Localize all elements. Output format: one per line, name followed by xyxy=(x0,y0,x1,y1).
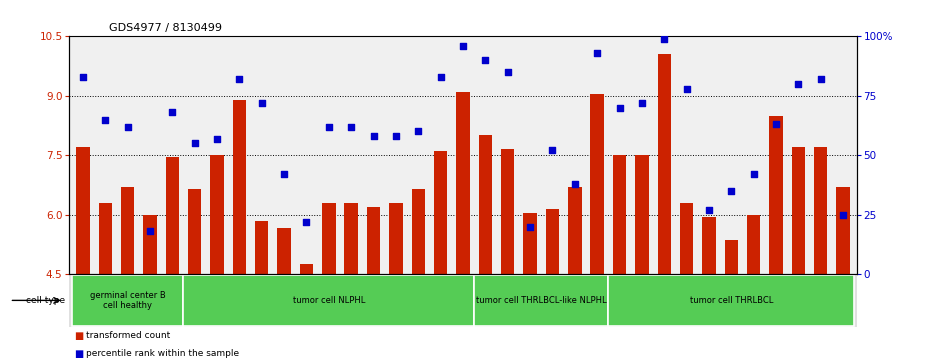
Point xyxy=(366,133,381,139)
Bar xyxy=(322,203,335,274)
Point xyxy=(456,43,470,49)
Point xyxy=(545,147,560,153)
Bar xyxy=(434,151,447,274)
Point xyxy=(187,140,202,146)
Bar xyxy=(635,155,648,274)
Bar xyxy=(479,135,492,274)
Bar xyxy=(166,157,179,274)
Text: GDS4977 / 8130499: GDS4977 / 8130499 xyxy=(109,23,222,33)
Bar xyxy=(300,264,313,274)
Bar xyxy=(389,203,403,274)
Bar xyxy=(591,94,604,274)
Text: cell type: cell type xyxy=(26,296,65,305)
Bar xyxy=(98,203,112,274)
Bar xyxy=(792,147,805,274)
Bar xyxy=(232,100,246,274)
Point xyxy=(75,74,90,79)
Point xyxy=(500,69,515,75)
Bar xyxy=(836,187,850,274)
Bar xyxy=(523,213,537,274)
Point xyxy=(120,124,135,130)
Bar xyxy=(121,187,134,274)
Bar xyxy=(545,209,559,274)
Bar xyxy=(278,228,291,274)
Point xyxy=(165,110,180,115)
Bar xyxy=(255,221,269,274)
Bar xyxy=(702,217,716,274)
Point xyxy=(724,188,739,194)
Text: ■: ■ xyxy=(74,331,83,341)
Point xyxy=(411,129,426,134)
Bar xyxy=(613,155,626,274)
Bar xyxy=(814,147,828,274)
Point xyxy=(478,57,493,63)
Bar xyxy=(680,203,694,274)
Text: tumor cell NLPHL: tumor cell NLPHL xyxy=(293,296,365,305)
Point xyxy=(522,224,537,229)
Text: tumor cell THRLBCL: tumor cell THRLBCL xyxy=(690,296,773,305)
Bar xyxy=(144,215,156,274)
Bar xyxy=(474,275,608,326)
Bar xyxy=(657,54,671,274)
Point xyxy=(590,50,605,56)
Bar xyxy=(344,203,358,274)
Point xyxy=(634,100,649,106)
Bar xyxy=(747,215,760,274)
Bar xyxy=(183,275,474,326)
Bar xyxy=(457,92,469,274)
Point xyxy=(791,81,806,87)
Point xyxy=(702,207,717,213)
Text: percentile rank within the sample: percentile rank within the sample xyxy=(86,350,239,358)
Point xyxy=(321,124,336,130)
Point xyxy=(679,86,694,91)
Point xyxy=(232,76,247,82)
Point xyxy=(769,121,783,127)
Point xyxy=(389,133,404,139)
Point xyxy=(98,117,113,122)
Point xyxy=(209,136,224,142)
Point xyxy=(143,228,157,234)
Bar xyxy=(770,115,782,274)
Text: tumor cell THRLBCL-like NLPHL: tumor cell THRLBCL-like NLPHL xyxy=(476,296,607,305)
Bar xyxy=(76,147,90,274)
Bar xyxy=(501,149,515,274)
Text: transformed count: transformed count xyxy=(86,331,170,340)
Point xyxy=(836,212,851,217)
Point xyxy=(344,124,358,130)
Bar xyxy=(411,189,425,274)
Point xyxy=(746,171,761,177)
Point xyxy=(277,171,292,177)
Point xyxy=(612,105,627,110)
Bar xyxy=(210,155,224,274)
Text: ■: ■ xyxy=(74,349,83,359)
Bar xyxy=(367,207,381,274)
Bar xyxy=(568,187,582,274)
Bar xyxy=(725,240,738,274)
Text: germinal center B
cell healthy: germinal center B cell healthy xyxy=(90,291,166,310)
Point xyxy=(255,100,269,106)
Point xyxy=(299,219,314,225)
Point xyxy=(568,181,582,187)
Bar xyxy=(71,275,183,326)
Point xyxy=(813,76,828,82)
Point xyxy=(657,36,671,42)
Point xyxy=(433,74,448,79)
Bar xyxy=(608,275,855,326)
Bar xyxy=(188,189,201,274)
